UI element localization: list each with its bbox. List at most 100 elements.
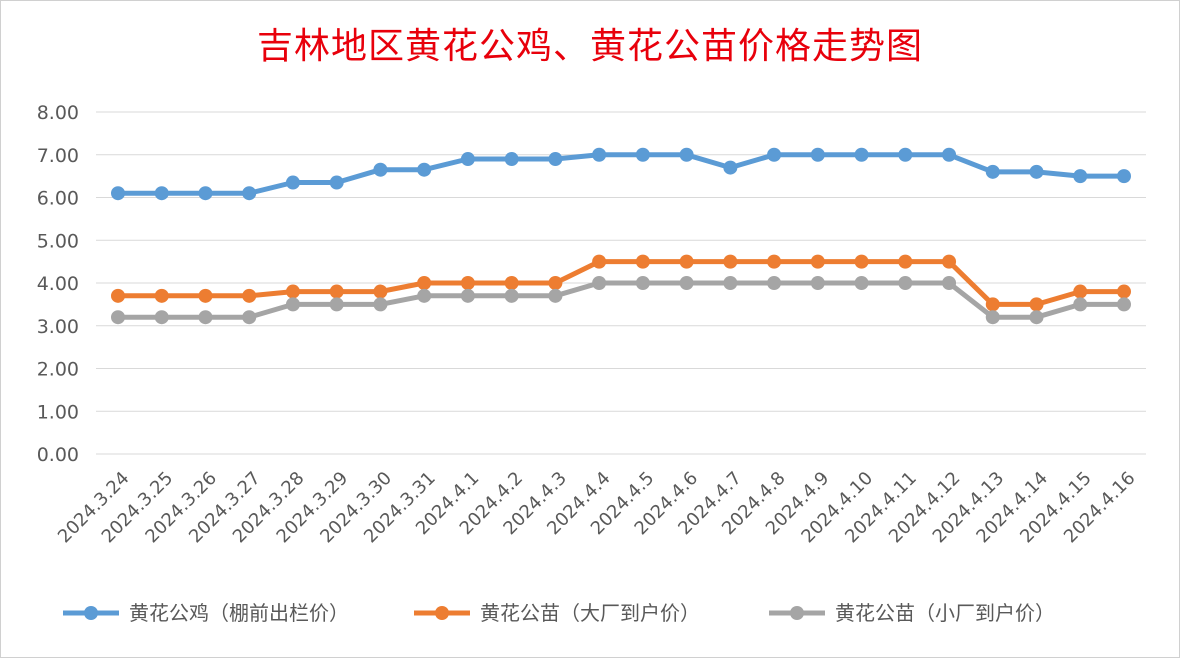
data-point [810, 254, 825, 269]
data-point [1117, 284, 1131, 299]
data-point [504, 288, 519, 303]
y-tick-label: 1.00 [37, 401, 79, 423]
data-point [635, 276, 650, 290]
data-point [1073, 169, 1088, 184]
legend-swatch-marker [790, 606, 804, 620]
data-point [1029, 297, 1044, 312]
data-point [154, 186, 169, 201]
series-1 [111, 147, 1131, 201]
data-point [723, 160, 738, 175]
data-point [111, 310, 125, 325]
data-point [898, 147, 913, 162]
data-point [810, 276, 825, 290]
y-axis-ticks: 0.00 1.00 2.00 3.00 4.00 5.00 6.00 7.00 8.00 [37, 102, 79, 466]
data-point [635, 147, 650, 162]
legend-label: 黄花公苗（小厂到户价） [835, 601, 1055, 625]
data-point [417, 288, 432, 303]
data-point [417, 276, 432, 290]
data-point [810, 147, 825, 162]
data-point [854, 254, 869, 269]
legend: 黄花公鸡（棚前出栏价） 黄花公苗（大厂到户价） 黄花公苗（小厂到户价） [63, 601, 1055, 625]
data-point [1073, 297, 1088, 312]
data-point [373, 297, 388, 312]
data-point [1117, 169, 1131, 184]
data-point [242, 310, 257, 325]
legend-swatch-marker [84, 606, 98, 620]
data-point [198, 310, 213, 325]
data-point [329, 175, 344, 190]
x-axis-ticks: 2024.3.242024.3.252024.3.262024.3.272024… [54, 468, 1140, 548]
data-point [548, 276, 563, 290]
data-point [898, 276, 913, 290]
y-tick-label: 7.00 [37, 145, 79, 167]
data-point [592, 254, 607, 269]
data-point [504, 152, 519, 167]
data-point [723, 254, 738, 269]
data-point [373, 284, 388, 299]
data-point [767, 254, 782, 269]
series-line [115, 259, 1127, 307]
data-point [154, 310, 169, 325]
data-point [460, 276, 475, 290]
data-point [1029, 164, 1044, 179]
data-point [1073, 284, 1088, 299]
data-point [679, 276, 694, 290]
data-point [504, 276, 519, 290]
data-point [460, 152, 475, 167]
series-line [115, 152, 1127, 196]
data-point [635, 254, 650, 269]
data-point [767, 276, 782, 290]
data-point [679, 254, 694, 269]
data-point [285, 175, 300, 190]
data-point [854, 276, 869, 290]
data-point [854, 147, 869, 162]
legend-item: 黄花公鸡（棚前出栏价） [63, 601, 349, 625]
data-point [285, 297, 300, 312]
legend-label: 黄花公鸡（棚前出栏价） [129, 601, 349, 625]
data-point [198, 186, 213, 201]
data-point [985, 297, 1000, 312]
data-point [548, 152, 563, 167]
data-point [985, 164, 1000, 179]
y-tick-label: 5.00 [37, 230, 79, 252]
series-2 [111, 254, 1131, 312]
data-point [723, 276, 738, 290]
data-point [417, 162, 432, 177]
data-point [592, 276, 607, 290]
data-point [329, 284, 344, 299]
legend-item: 黄花公苗（大厂到户价） [414, 601, 700, 625]
series-lines [111, 147, 1131, 325]
data-point [373, 162, 388, 177]
data-point [111, 288, 125, 303]
data-point [592, 147, 607, 162]
data-point [1117, 297, 1131, 312]
data-point [942, 254, 957, 269]
data-point [942, 276, 957, 290]
data-point [898, 254, 913, 269]
legend-label: 黄花公苗（大厂到户价） [480, 601, 700, 625]
y-tick-label: 8.00 [37, 102, 79, 124]
y-tick-label: 0.00 [37, 444, 79, 466]
data-point [111, 186, 125, 201]
data-point [1029, 310, 1044, 325]
y-tick-label: 4.00 [37, 273, 79, 295]
data-point [154, 288, 169, 303]
y-tick-label: 6.00 [37, 188, 79, 210]
y-tick-label: 2.00 [37, 359, 79, 381]
series-3 [111, 276, 1131, 325]
y-tick-label: 3.00 [37, 316, 79, 338]
data-point [329, 297, 344, 312]
data-point [767, 147, 782, 162]
chart-title: 吉林地区黄花公鸡、黄花公苗价格走势图 [256, 26, 923, 67]
grid-lines [96, 111, 1146, 455]
data-point [242, 288, 257, 303]
data-point [460, 288, 475, 303]
data-point [242, 186, 257, 201]
data-point [548, 288, 563, 303]
series-line [115, 280, 1127, 320]
data-point [679, 147, 694, 162]
data-point [985, 310, 1000, 325]
legend-item: 黄花公苗（小厂到户价） [769, 601, 1055, 625]
